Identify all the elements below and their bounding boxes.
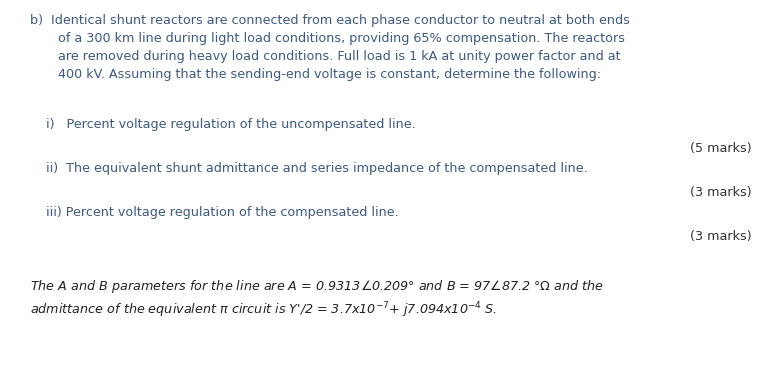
Text: (5 marks): (5 marks) bbox=[691, 142, 752, 155]
Text: of a 300 km line during light load conditions, providing 65% compensation. The r: of a 300 km line during light load condi… bbox=[30, 32, 625, 45]
Text: (3 marks): (3 marks) bbox=[691, 186, 752, 199]
Text: (3 marks): (3 marks) bbox=[691, 230, 752, 243]
Text: The A and B parameters for the line are A = 0.9313$\angle$0.209$°$ and B = 97$\a: The A and B parameters for the line are … bbox=[30, 278, 604, 295]
Text: ii)  The equivalent shunt admittance and series impedance of the compensated lin: ii) The equivalent shunt admittance and … bbox=[46, 162, 587, 175]
Text: b)  Identical shunt reactors are connected from each phase conductor to neutral : b) Identical shunt reactors are connecte… bbox=[30, 14, 630, 27]
Text: 400 kV. Assuming that the sending-end voltage is constant, determine the followi: 400 kV. Assuming that the sending-end vo… bbox=[30, 68, 601, 81]
Text: i)   Percent voltage regulation of the uncompensated line.: i) Percent voltage regulation of the unc… bbox=[46, 118, 416, 131]
Text: are removed during heavy load conditions. Full load is 1 kA at unity power facto: are removed during heavy load conditions… bbox=[30, 50, 621, 63]
Text: iii) Percent voltage regulation of the compensated line.: iii) Percent voltage regulation of the c… bbox=[46, 206, 399, 219]
Text: admittance of the equivalent $\pi$ circuit is Y'/2 = 3.7x10$^{-7}$+ j7.094x10$^{: admittance of the equivalent $\pi$ circu… bbox=[30, 300, 497, 319]
